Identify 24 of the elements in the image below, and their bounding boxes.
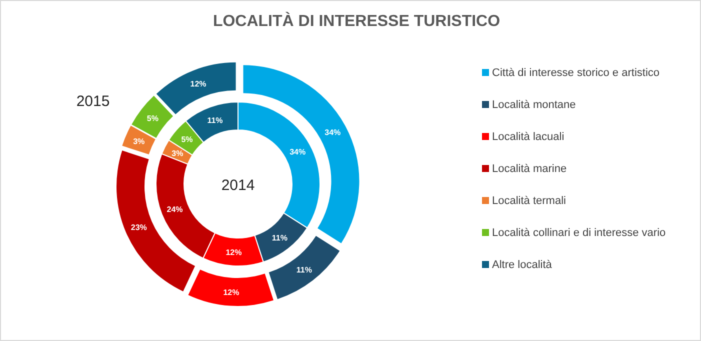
data-label: 3% <box>133 137 145 146</box>
data-label: 12% <box>223 288 240 297</box>
data-label: 11% <box>296 265 312 274</box>
legend-label: Località marine <box>492 163 567 175</box>
legend-label: Località lacuali <box>492 131 564 143</box>
data-label: 34% <box>324 128 341 137</box>
legend-label: Altre località <box>492 259 553 271</box>
legend-label: Località montane <box>492 99 576 111</box>
data-label: 12% <box>190 80 206 89</box>
data-label: 5% <box>181 135 193 144</box>
data-label: 11% <box>207 116 223 126</box>
legend-label: Località termali <box>492 195 566 207</box>
legend-label: Località collinari e di interesse vario <box>492 227 666 239</box>
data-label: 12% <box>226 248 242 257</box>
chart-title: LOCALITÀ DI INTERESSE TURISTICO <box>212 11 500 30</box>
legend-label: Città di interesse storico e artistico <box>492 67 660 79</box>
slice-label: 2015 <box>76 93 110 110</box>
data-label: 34% <box>290 147 306 156</box>
data-label: 3% <box>172 149 184 158</box>
data-label: 5% <box>146 114 158 123</box>
data-label: 11% <box>272 234 288 243</box>
slice-label: 2014 <box>221 177 255 194</box>
data-label: 24% <box>166 205 183 214</box>
data-label: 23% <box>130 222 147 232</box>
